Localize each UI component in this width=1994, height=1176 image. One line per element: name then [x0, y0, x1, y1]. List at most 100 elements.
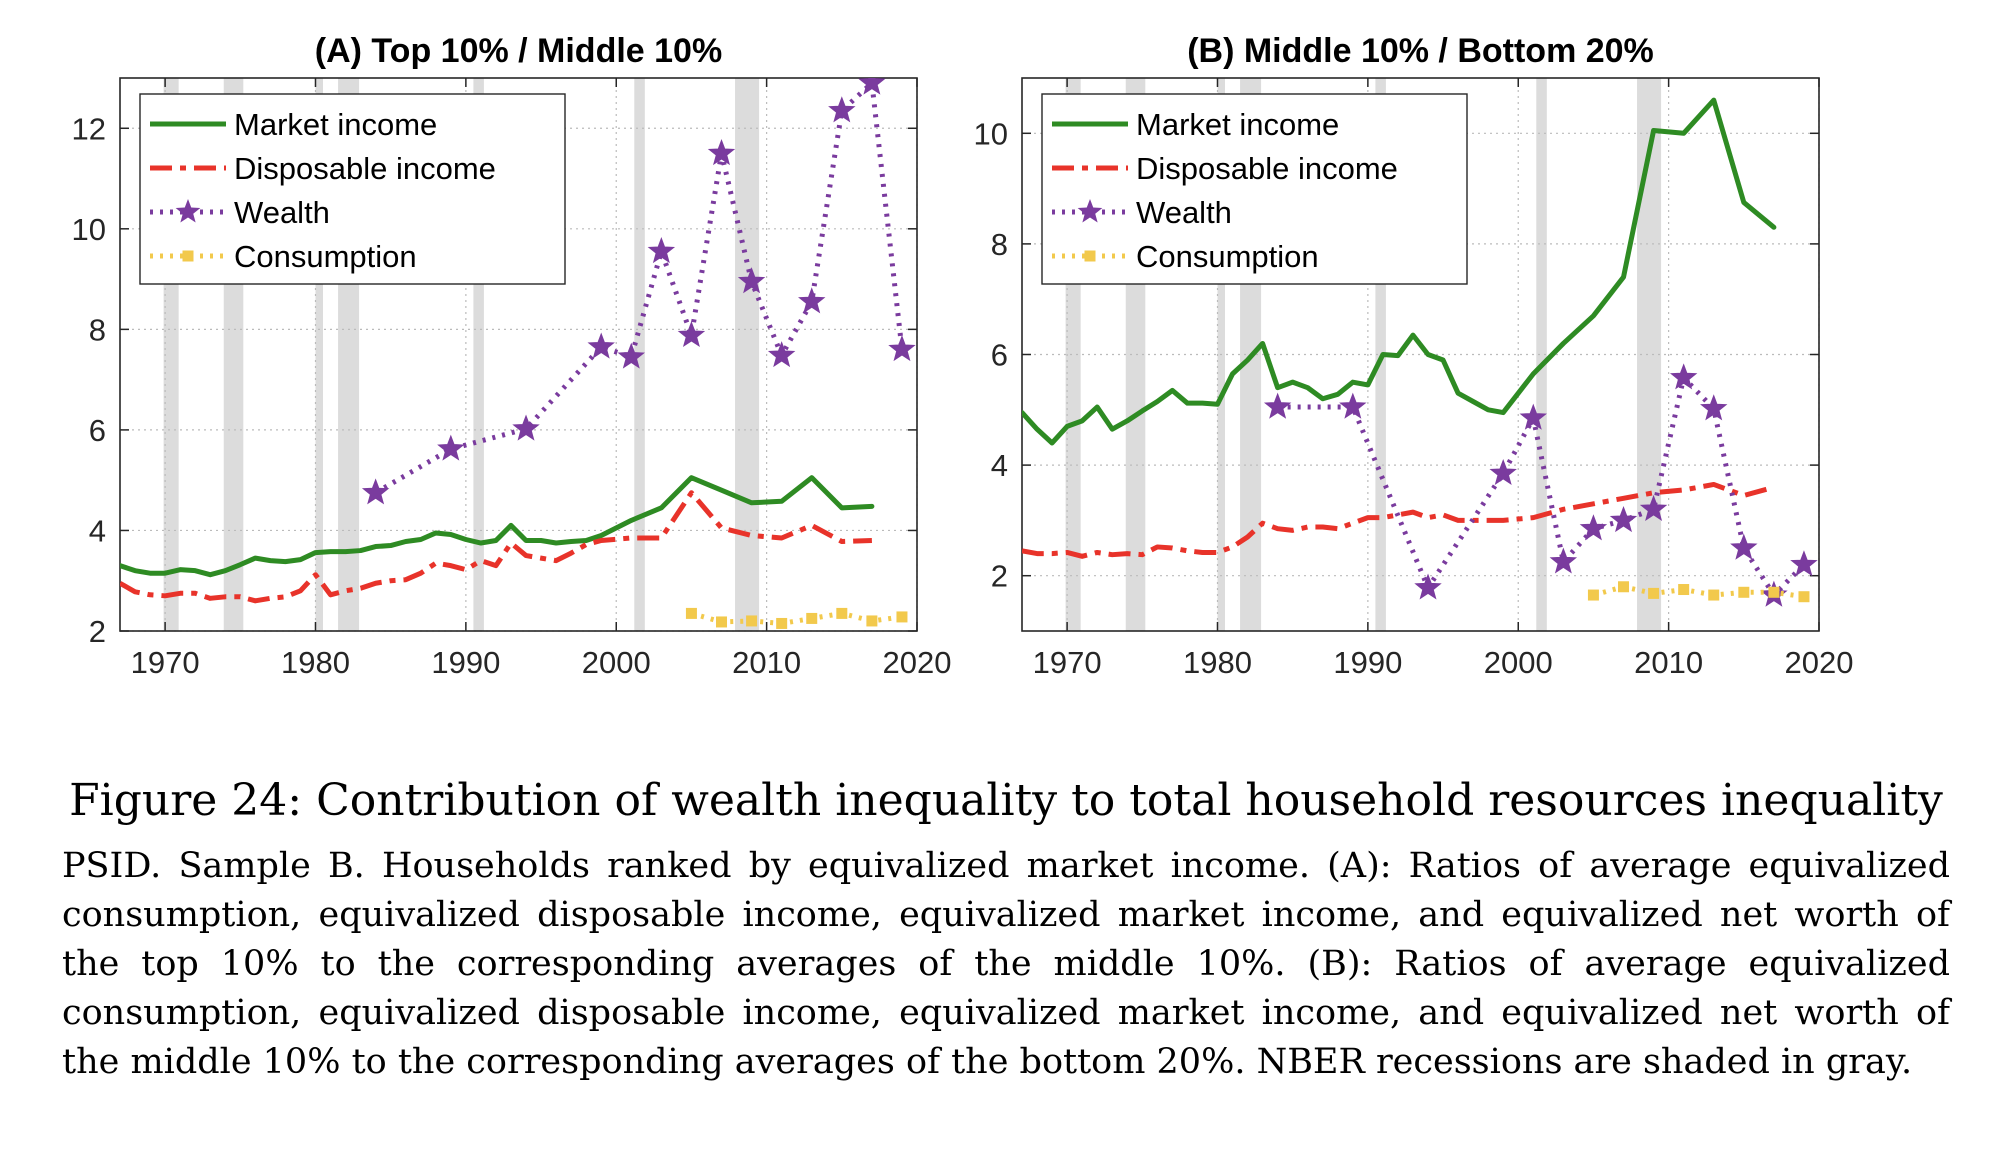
axes-frame [119, 77, 918, 632]
y-tick-label: 12 [72, 111, 106, 146]
wealth-point [437, 434, 465, 461]
wealth-point [587, 332, 615, 359]
panel-b: 1970 1980 1990 2000 2010 2020 2 4 6 8 10 (B) Middle… [974, 32, 1854, 680]
x-tick-label: 1980 [281, 645, 350, 680]
consumption-point [1738, 586, 1750, 598]
wealth-point [1339, 392, 1367, 419]
figure-caption-block: Figure 24: Contribution of wealth inequa… [62, 772, 1950, 1087]
series-line-disposable [1022, 481, 1775, 559]
legend-label-wealth: Wealth [1136, 195, 1232, 230]
consumption-point [1798, 591, 1810, 603]
series-line-wealth [1277, 375, 1806, 598]
wealth-point [1639, 494, 1668, 522]
legend-marker-consumption [1084, 250, 1096, 262]
wealth-point [512, 414, 540, 441]
x-tick-label: 2000 [582, 645, 651, 680]
legend-box [1041, 93, 1468, 285]
wealth-point [1549, 547, 1578, 574]
panel-a: 1970 1980 1990 2000 2010 2020 2 4 6 8 10 12 (A) Top … [72, 32, 952, 680]
wealth-point [737, 267, 766, 294]
wealth-point [888, 335, 916, 362]
series-line-market [120, 475, 875, 578]
legend-marker-wealth [175, 199, 201, 223]
figure-caption: PSID. Sample B. Households ranked by equ… [62, 846, 1950, 1082]
y-tick-label: 2 [89, 614, 106, 649]
y-tick-label: 10 [72, 212, 106, 247]
legend-marker-consumption [182, 250, 194, 262]
legend: Market income Disposable income Wealth Cons… [1041, 93, 1468, 285]
consumption-point [776, 617, 788, 629]
consumption-point [685, 607, 697, 619]
wealth-point [858, 78, 886, 95]
x-tick-label: 1970 [1033, 645, 1102, 680]
wealth-point [1609, 505, 1638, 533]
wealth-point [361, 478, 390, 505]
x-tick-label: 2000 [1484, 645, 1553, 680]
x-tick-label: 2010 [732, 645, 801, 680]
chart-title: (A) Top 10% / Middle 10% [315, 32, 722, 70]
wealth-point [767, 341, 796, 368]
wealth-point [647, 237, 676, 264]
legend-label-disposable: Disposable income [1136, 151, 1398, 186]
wealth-point [828, 96, 856, 123]
legend-label-disposable: Disposable income [234, 151, 496, 186]
wealth-point [1414, 573, 1442, 600]
y-tick-label: 4 [89, 513, 106, 548]
wealth-point [1489, 458, 1517, 486]
recession-band [735, 78, 760, 631]
wealth-point [1730, 533, 1758, 560]
x-tick-label: 2020 [883, 645, 952, 680]
wealth-point [1263, 392, 1292, 419]
recession-band [473, 78, 484, 631]
consumption-point [1648, 587, 1660, 599]
y-tick-label: 4 [991, 448, 1008, 483]
recession-band [1536, 78, 1547, 631]
x-tick-label: 2020 [1785, 645, 1854, 680]
consumption-point [1768, 586, 1780, 598]
figure-title: Figure 24: Contribution of wealth inequa… [69, 775, 1943, 826]
x-tick-label: 1990 [1333, 645, 1402, 680]
recession-band [315, 78, 324, 631]
legend-label-market: Market income [1136, 107, 1339, 142]
y-tick-label: 6 [89, 413, 106, 448]
consumption-point [836, 607, 848, 619]
series-line-market [1022, 97, 1777, 446]
legend-label-wealth: Wealth [234, 195, 330, 230]
series-line-disposable [120, 490, 872, 604]
wealth-point [707, 138, 736, 166]
consumption-point [1618, 581, 1630, 593]
legend-label-consumption: Consumption [1136, 239, 1319, 274]
wealth-point [1700, 394, 1728, 421]
y-tick-label: 8 [991, 227, 1008, 262]
y-tick-label: 8 [89, 312, 106, 347]
wealth-point [798, 287, 826, 314]
x-tick-label: 1970 [131, 645, 200, 680]
y-tick-label: 2 [991, 559, 1008, 594]
wealth-point [1790, 550, 1818, 577]
legend: Market income Disposable income Wealth Cons… [139, 93, 566, 285]
legend-label-consumption: Consumption [234, 239, 417, 274]
x-tick-label: 1980 [1183, 645, 1252, 680]
consumption-point [896, 611, 908, 623]
wealth-point [617, 342, 645, 369]
consumption-point [1678, 584, 1690, 596]
wealth-point [1669, 363, 1698, 390]
charts-area: 1970 1980 1990 2000 2010 2020 2 4 6 8 10 12 (A) Top … [72, 32, 1854, 680]
plot-area [1022, 97, 1818, 607]
wealth-point [677, 320, 706, 348]
x-tick-label: 2010 [1634, 645, 1703, 680]
consumption-point [806, 612, 818, 624]
x-tick-label: 1990 [431, 645, 500, 680]
consumption-point [1587, 589, 1599, 601]
plot-area [120, 78, 916, 629]
consumption-point [746, 615, 758, 627]
y-tick-label: 10 [974, 116, 1008, 151]
legend-label-market: Market income [234, 107, 437, 142]
consumption-point [716, 616, 728, 628]
consumption-point [866, 615, 878, 627]
y-tick-label: 6 [991, 338, 1008, 373]
chart-title: (B) Middle 10% / Bottom 20% [1187, 32, 1654, 70]
wealth-point [1519, 403, 1547, 430]
legend-marker-wealth [1077, 199, 1103, 223]
consumption-point [1708, 589, 1720, 601]
